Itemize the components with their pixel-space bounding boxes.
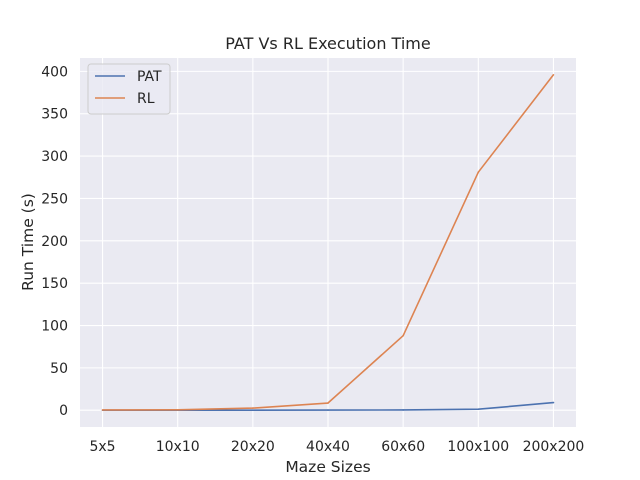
data-point-rl bbox=[101, 409, 104, 411]
y-tick-label: 200 bbox=[41, 234, 68, 250]
data-point-pat bbox=[252, 409, 254, 411]
chart-title: PAT Vs RL Execution Time bbox=[225, 34, 430, 53]
x-tick-label: 100x100 bbox=[447, 439, 509, 455]
y-tick-label: 150 bbox=[41, 276, 68, 292]
x-axis-label: Maze Sizes bbox=[285, 458, 370, 476]
y-tick-label: 100 bbox=[41, 319, 68, 335]
legend-label-pat: PAT bbox=[137, 69, 162, 85]
legend-label-rl: RL bbox=[137, 91, 155, 107]
data-point-rl bbox=[252, 407, 254, 409]
y-tick-label: 400 bbox=[41, 64, 68, 80]
y-tick-labels: 0 50 100 150 200 250 300 350 400 bbox=[41, 64, 68, 419]
data-point-rl bbox=[477, 171, 480, 173]
y-tick-label: 250 bbox=[41, 191, 68, 207]
y-tick-label: 0 bbox=[59, 403, 68, 419]
legend: PAT RL bbox=[87, 63, 171, 115]
x-tick-labels: 5x5 10x10 20x20 40x40 60x60 100x100 200x200 bbox=[89, 439, 584, 455]
series-layer bbox=[101, 73, 555, 412]
x-tick-label: 40x40 bbox=[306, 439, 350, 455]
x-tick-label: 20x20 bbox=[231, 439, 275, 455]
x-tick-label: 60x60 bbox=[381, 439, 425, 455]
x-tick-label: 5x5 bbox=[89, 439, 115, 455]
x-tick-label: 200x200 bbox=[523, 439, 585, 455]
data-point-rl bbox=[176, 409, 179, 411]
data-point-pat bbox=[477, 408, 480, 411]
data-point-pat bbox=[402, 409, 404, 411]
x-tick-label: 10x10 bbox=[156, 439, 200, 455]
y-tick-label: 300 bbox=[41, 149, 68, 165]
y-tick-label: 50 bbox=[50, 361, 68, 377]
data-point-rl bbox=[552, 73, 555, 76]
data-point-rl bbox=[402, 334, 404, 337]
data-point-rl bbox=[327, 402, 329, 404]
y-axis-label: Run Time (s) bbox=[19, 193, 37, 291]
data-point-pat bbox=[327, 409, 329, 411]
y-tick-label: 350 bbox=[41, 107, 68, 123]
data-point-pat bbox=[552, 401, 555, 404]
